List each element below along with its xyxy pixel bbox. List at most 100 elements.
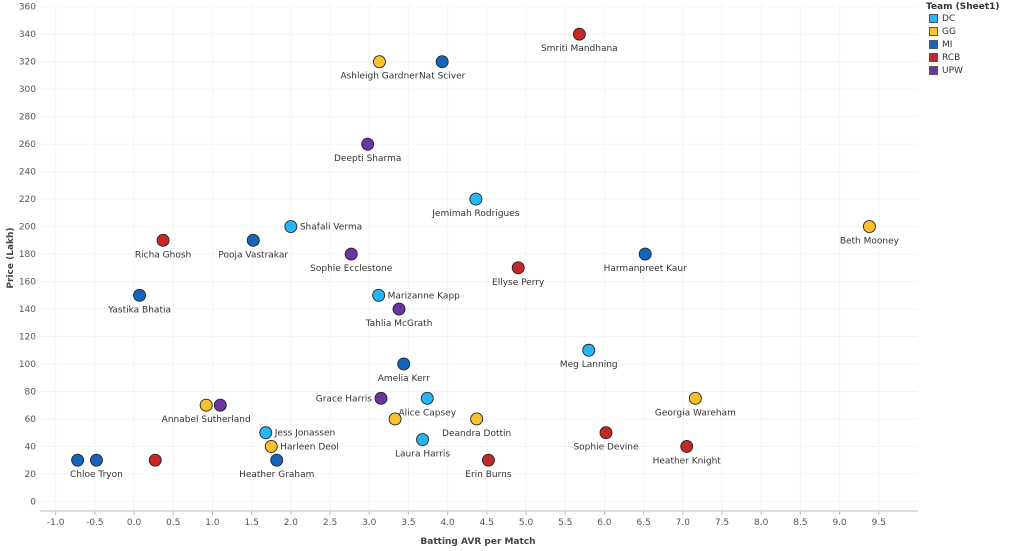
data-point[interactable] [374, 391, 388, 405]
x-tick-label: 4.5 [480, 518, 494, 528]
data-point[interactable] [372, 55, 386, 69]
x-tick-label: 3.5 [401, 518, 415, 528]
x-tick-label: 8.0 [754, 518, 769, 528]
legend-item-dc[interactable]: DC [929, 13, 1022, 24]
data-point[interactable] [284, 220, 298, 234]
data-point[interactable] [397, 357, 411, 371]
data-point[interactable] [361, 137, 375, 151]
data-point[interactable] [435, 55, 449, 69]
point-label: Yastika Bhatia [107, 305, 171, 315]
point-label: Deandra Dottin [442, 429, 511, 439]
point-label: Annabel Sutherland [162, 415, 251, 425]
data-point[interactable] [388, 412, 402, 426]
point-label: Nat Sciver [419, 72, 466, 82]
y-tick-label: 40 [25, 442, 37, 452]
x-tick-label: 1.5 [244, 518, 258, 528]
data-point[interactable] [344, 247, 358, 261]
data-point[interactable] [582, 343, 596, 357]
data-point[interactable] [599, 426, 613, 440]
point-label: Ellyse Perry [492, 278, 545, 288]
data-point[interactable] [688, 391, 702, 405]
data-point[interactable] [481, 453, 495, 467]
legend-label-upw: UPW [942, 65, 963, 76]
x-tick-label: 1.0 [205, 518, 220, 528]
x-tick-label: 0.5 [166, 518, 180, 528]
y-tick-label: 340 [19, 30, 36, 40]
point-label: Richa Ghosh [135, 250, 191, 260]
gridlines [40, 4, 918, 511]
point-label: Ashleigh Gardner [340, 72, 418, 82]
point-label: Tahlia McGrath [365, 319, 433, 329]
data-point[interactable] [469, 192, 483, 206]
legend-swatch-rcb [929, 53, 938, 62]
data-point[interactable] [133, 288, 147, 302]
x-axis-ticks: -1.0 -0.5 0.0 0.5 1.0 1.5 2.0 2.5 3.0 3.5 4.0 4.5 5.… [47, 511, 886, 528]
x-tick-label: 6.0 [597, 518, 612, 528]
data-point[interactable] [372, 288, 386, 302]
legend-item-gg[interactable]: GG [929, 26, 1022, 37]
data-point[interactable] [89, 453, 103, 467]
x-tick-label: 5.0 [519, 518, 534, 528]
data-point[interactable] [213, 398, 227, 412]
legend-title: Team (Sheet1) [926, 2, 1000, 12]
x-tick-label: 4.0 [440, 518, 455, 528]
x-tick-label: 3.0 [362, 518, 377, 528]
data-point[interactable] [511, 261, 525, 275]
data-point[interactable] [71, 453, 85, 467]
point-label: Sophie Devine [573, 443, 639, 453]
x-tick-label: 7.0 [676, 518, 691, 528]
legend-label-rcb: RCB [942, 52, 961, 63]
point-label: Sophie Ecclestone [310, 264, 393, 274]
data-point[interactable] [259, 426, 273, 440]
x-tick-label: -0.5 [86, 518, 104, 528]
legend-swatch-upw [929, 66, 938, 75]
data-point[interactable] [638, 247, 652, 261]
legend-item-upw[interactable]: UPW [929, 65, 1022, 76]
y-axis-ticks: 0 20 40 60 80 100 120 140 160 180 200 220 240 260 280 3… [19, 3, 36, 508]
y-tick-label: 120 [19, 333, 36, 343]
x-tick-label: 8.5 [793, 518, 807, 528]
x-tick-label: 6.5 [636, 518, 650, 528]
point-label: Jemimah Rodrigues [431, 209, 520, 219]
point-label: Laura Harris [395, 450, 450, 460]
data-point[interactable] [470, 412, 484, 426]
y-tick-label: 180 [19, 250, 36, 260]
legend-item-mi[interactable]: MI [929, 39, 1022, 50]
point-label: Beth Mooney [840, 237, 900, 247]
x-tick-label: 7.5 [715, 518, 729, 528]
data-point[interactable] [862, 220, 876, 234]
data-point[interactable] [416, 433, 430, 447]
y-tick-label: 20 [25, 470, 37, 480]
data-point[interactable] [572, 27, 586, 41]
point-label: Heather Knight [653, 456, 722, 466]
data-point[interactable] [680, 439, 694, 453]
point-label: Chloe Tryon [70, 470, 123, 480]
data-point[interactable] [156, 233, 170, 247]
point-label: Smriti Mandhana [541, 44, 618, 54]
y-tick-label: 80 [25, 387, 37, 397]
scatter-chart: -1.0 -0.5 0.0 0.5 1.0 1.5 2.0 2.5 3.0 3.5 4.0 4.5 5.… [6, 3, 918, 547]
y-tick-label: 140 [19, 305, 36, 315]
data-point[interactable] [246, 233, 260, 247]
y-axis-title: Price (Lakh) [6, 227, 16, 288]
data-point[interactable] [270, 453, 284, 467]
data-point[interactable] [199, 398, 213, 412]
y-tick-label: 100 [19, 360, 36, 370]
legend: Team (Sheet1) DC GG MI RCB UPW [926, 1, 1022, 78]
legend-item-rcb[interactable]: RCB [929, 52, 1022, 63]
y-tick-label: 160 [19, 278, 36, 288]
data-point[interactable] [148, 453, 162, 467]
x-tick-label: 9.0 [832, 518, 847, 528]
x-tick-label: 9.5 [872, 518, 886, 528]
data-point[interactable] [264, 439, 278, 453]
y-tick-label: 200 [19, 223, 36, 233]
data-point[interactable] [420, 391, 434, 405]
data-points [71, 27, 876, 467]
point-label: Shafali Verma [300, 223, 362, 233]
y-tick-label: 0 [30, 497, 36, 507]
legend-label-mi: MI [942, 39, 953, 50]
point-label: Pooja Vastrakar [218, 250, 288, 260]
point-label: Deepti Sharma [334, 154, 401, 164]
point-label: Alice Capsey [398, 408, 456, 418]
data-point[interactable] [392, 302, 406, 316]
